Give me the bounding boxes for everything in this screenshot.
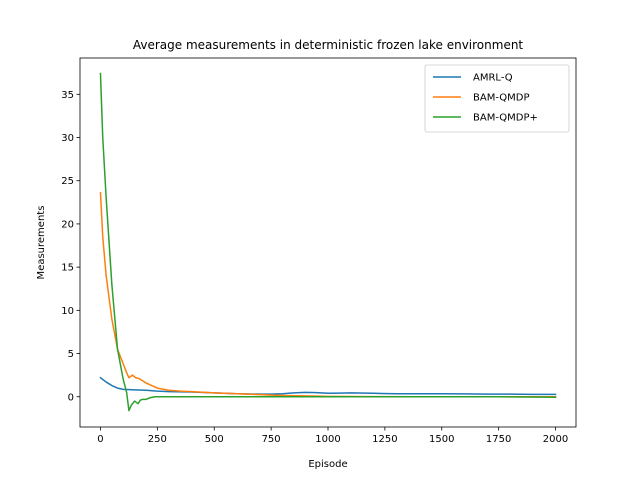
series-line-amrl-q bbox=[99, 376, 557, 396]
x-tick-label: 750 bbox=[262, 434, 281, 445]
y-tick-label: 25 bbox=[61, 176, 74, 187]
x-tick-label: 1750 bbox=[486, 434, 511, 445]
y-tick-label: 20 bbox=[61, 219, 74, 230]
series-group bbox=[99, 72, 557, 412]
x-tick-label: 500 bbox=[205, 434, 224, 445]
y-tick-label: 35 bbox=[61, 90, 74, 101]
x-tick-label: 2000 bbox=[543, 434, 568, 445]
y-tick-label: 10 bbox=[61, 306, 74, 317]
legend-label-bam-qmdp-plus: BAM-QMDP+ bbox=[473, 113, 538, 124]
x-tick-label: 1500 bbox=[429, 434, 454, 445]
y-axis-label: Measurements bbox=[36, 206, 47, 280]
series-line-bam-qmdp-plus bbox=[99, 72, 557, 412]
x-axis-ticks: 0 250 500 750 1000 1250 1500 1750 2000 bbox=[97, 427, 568, 445]
y-tick-label: 15 bbox=[61, 263, 74, 274]
y-tick-label: 5 bbox=[68, 349, 74, 360]
y-tick-label: 30 bbox=[61, 133, 74, 144]
legend-label-amrl-q: AMRL-Q bbox=[473, 73, 513, 84]
legend: AMRL-Q BAM-QMDP BAM-QMDP+ bbox=[424, 64, 570, 133]
x-tick-label: 250 bbox=[148, 434, 167, 445]
y-axis-ticks: 0 5 10 15 20 25 30 35 bbox=[61, 90, 80, 403]
legend-label-bam-qmdp: BAM-QMDP bbox=[473, 93, 530, 104]
x-tick-label: 1000 bbox=[315, 434, 340, 445]
x-tick-label: 1250 bbox=[372, 434, 397, 445]
y-tick-label: 0 bbox=[68, 392, 74, 403]
x-axis-label: Episode bbox=[308, 459, 347, 470]
x-tick-label: 0 bbox=[97, 434, 103, 445]
legend-box bbox=[424, 64, 570, 133]
chart-title: Average measurements in deterministic fr… bbox=[133, 38, 524, 52]
